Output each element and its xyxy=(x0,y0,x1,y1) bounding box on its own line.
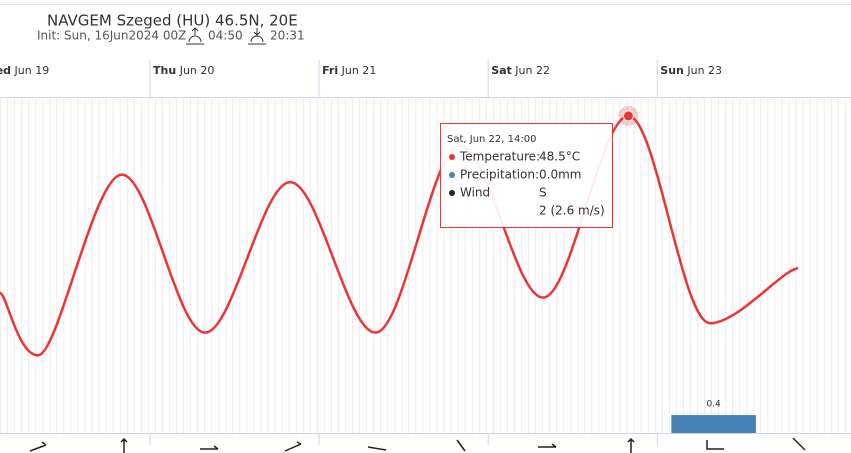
hover-point xyxy=(622,110,634,122)
temperature-line xyxy=(0,114,799,357)
sunrise: 04:50 xyxy=(208,29,243,43)
day-date: Jun 19 xyxy=(14,64,50,77)
tooltip-dot xyxy=(449,172,455,178)
day-label: Fri Jun 21 xyxy=(322,64,376,77)
tooltip-dot xyxy=(449,154,455,160)
day-name: Sun xyxy=(660,64,684,77)
tooltip-value: 0.0mm xyxy=(539,168,581,182)
day-date: Jun 21 xyxy=(341,64,377,77)
tooltip-box xyxy=(440,123,613,228)
day-date: Jun 23 xyxy=(686,64,722,77)
chart-title: NAVGEM Szeged (HU) 46.5N, 20E xyxy=(47,12,298,30)
tooltip-dot xyxy=(449,190,455,196)
tooltip-label: Temperature: xyxy=(459,150,540,164)
tooltip-date: Sat, Jun 22, 14:00 xyxy=(447,134,536,145)
day-label: Thu Jun 20 xyxy=(153,64,214,77)
tooltip-value: 48.5°C xyxy=(539,150,580,164)
tooltip-wind-speed: 2 (2.6 m/s) xyxy=(539,204,605,218)
day-label: Wed Jun 19 xyxy=(0,64,49,77)
day-label: Sun Jun 23 xyxy=(660,64,722,77)
sunset-icon xyxy=(248,28,266,45)
subtitle: Init: Sun, 16Jun2024 00Z xyxy=(37,29,186,43)
day-label: Sat Jun 22 xyxy=(491,64,550,77)
day-name: Fri xyxy=(322,64,338,77)
day-name: Sat xyxy=(491,64,512,77)
sunset: 20:31 xyxy=(270,29,305,43)
tooltip-value: S xyxy=(539,186,547,200)
day-name: Thu xyxy=(153,64,176,77)
tooltip-label: Precipitation: xyxy=(460,168,539,182)
wind-arrows xyxy=(29,437,806,453)
day-date: Jun 20 xyxy=(179,64,215,77)
sunrise-icon xyxy=(186,27,204,45)
tooltip: Sat, Jun 22, 14:00 Temperature:48.5°CPrec… xyxy=(440,123,613,228)
precipitation-bar xyxy=(671,415,756,433)
tooltip-label: Wind xyxy=(460,186,490,200)
precipitation-label: 0.4 xyxy=(706,400,721,410)
day-name: Wed xyxy=(0,64,11,77)
plot-background xyxy=(0,97,851,433)
day-date: Jun 22 xyxy=(514,64,550,77)
